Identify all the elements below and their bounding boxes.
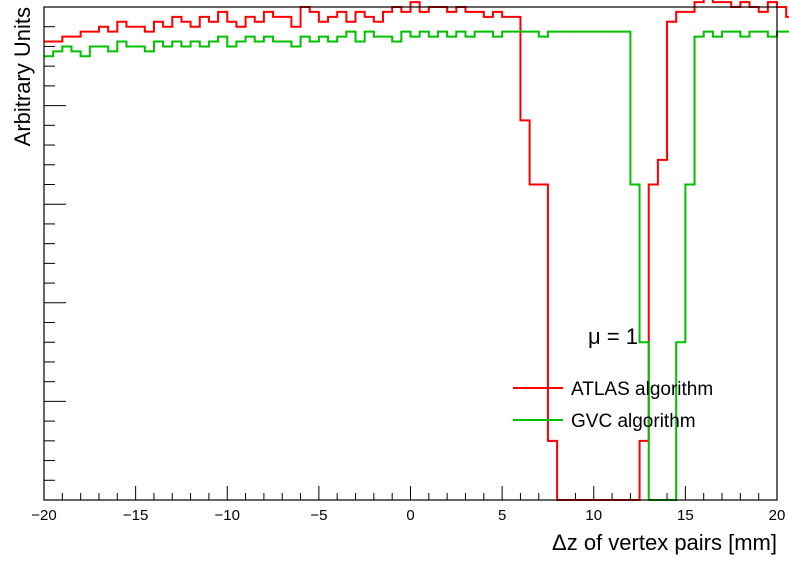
y-axis-title: Arbitrary Units [10, 7, 35, 146]
x-tick-label: −15 [123, 507, 148, 524]
series-line-atlas [44, 0, 789, 501]
legend: ATLAS algorithm GVC algorithm [513, 379, 713, 432]
x-tick-label: −10 [215, 507, 240, 524]
x-axis-title: Δz of vertex pairs [mm] [552, 530, 777, 555]
x-tick-labels: −20 −15 −10 −5 0 5 10 15 20 [31, 507, 785, 524]
x-tick-label: 15 [677, 507, 694, 524]
legend-label-atlas: ATLAS algorithm [571, 379, 713, 400]
histogram-series-group [44, 0, 789, 501]
x-tick-label: −20 [31, 507, 56, 524]
axis-ticks [43, 6, 778, 501]
series-line-gvc [44, 30, 789, 501]
x-tick-label: 5 [498, 507, 506, 524]
plot-frame [43, 6, 778, 501]
x-tick-label: 10 [585, 507, 602, 524]
x-tick-label: 20 [769, 507, 786, 524]
legend-label-gvc: GVC algorithm [571, 411, 696, 432]
mu-annotation: μ = 1 [588, 324, 638, 349]
x-tick-label: −5 [310, 507, 327, 524]
x-tick-label: 0 [406, 507, 414, 524]
